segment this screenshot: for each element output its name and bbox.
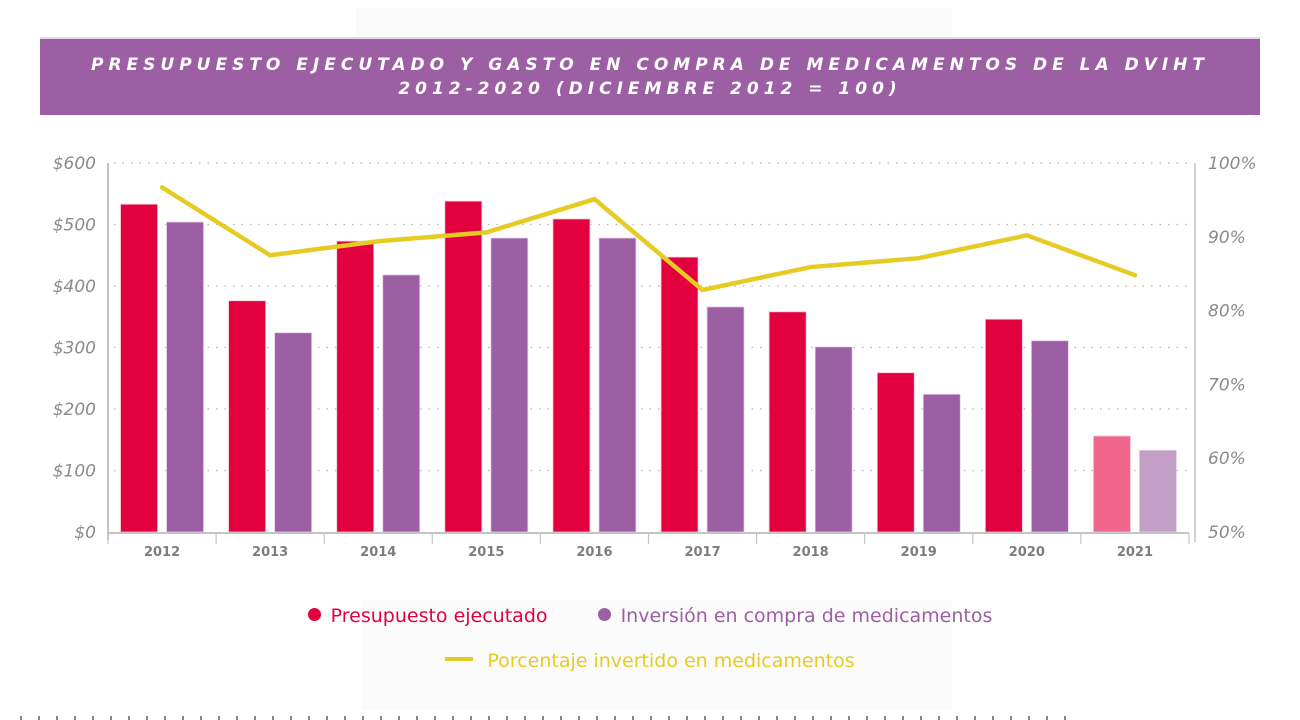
right-y-tick-label: 50% (1208, 523, 1246, 543)
legend-line-porcentaje-icon (445, 657, 474, 661)
legend-dot-presupuesto-icon (307, 608, 321, 621)
bar-inversion-2017 (706, 306, 745, 533)
right-y-tick-label: 90% (1208, 228, 1246, 248)
chart-title-line-2: 2012-2020 (DICIEMBRE 2012 = 100) (398, 79, 902, 99)
legend-label-inversion: Inversión en compra de medicamentos (620, 605, 993, 627)
bar-series (120, 200, 1177, 533)
bar-inversion-2020 (1030, 340, 1069, 533)
left-y-axis-labels: $0 $100 $200 $300 $400 $500 $600 (53, 154, 96, 543)
legend-dot-inversion-icon (597, 608, 611, 621)
background-watermark (362, 600, 952, 710)
bar-presupuesto-2019 (876, 372, 915, 533)
chart-plot-area: $0 $100 $200 $300 $400 $500 $600 50% 60% 70% 80% 9… (53, 154, 1257, 560)
x-tick-label: 2017 (684, 545, 720, 560)
bar-presupuesto-2020 (984, 318, 1023, 533)
x-tick-label: 2015 (468, 545, 504, 560)
legend-label-porcentaje: Porcentaje invertido en medicamentos (487, 650, 855, 672)
right-y-tick-label: 100% (1208, 154, 1257, 174)
bar-presupuesto-2013 (228, 300, 267, 533)
bar-presupuesto-2018 (768, 311, 807, 533)
bar-presupuesto-2021 (1093, 435, 1131, 533)
bar-presupuesto-2012 (120, 203, 158, 533)
right-y-tick-label: 60% (1208, 449, 1246, 469)
left-y-tick-label: $400 (53, 277, 96, 297)
left-y-tick-label: $100 (53, 462, 96, 482)
background-watermark (356, 8, 952, 37)
bar-inversion-2016 (598, 237, 637, 533)
chart-title-banner: PRESUPUESTO EJECUTADO Y GASTO EN COMPRA … (40, 37, 1260, 115)
legend-label-presupuesto: Presupuesto ejecutado (330, 605, 548, 627)
x-axis-labels: 2012 2013 2014 2015 2016 2017 2018 2019 2020 2021 (144, 545, 1153, 560)
right-y-tick-label: 70% (1208, 375, 1246, 395)
right-y-tick-label: 80% (1208, 302, 1246, 322)
bar-inversion-2019 (922, 393, 961, 533)
x-tick-label: 2013 (252, 545, 288, 560)
bar-presupuesto-2017 (660, 256, 699, 533)
bar-presupuesto-2014 (336, 240, 375, 533)
legend-item-presupuesto: Presupuesto ejecutado (307, 605, 548, 627)
x-tick-label: 2020 (1009, 545, 1045, 560)
x-tick-label: 2018 (793, 545, 829, 560)
bar-inversion-2021 (1139, 449, 1177, 533)
bar-presupuesto-2016 (552, 218, 591, 533)
x-tick-label: 2016 (576, 545, 612, 560)
legend-row-line: Porcentaje invertido en medicamentos (0, 650, 1300, 672)
legend-item-inversion: Inversión en compra de medicamentos (597, 605, 993, 627)
bar-inversion-2013 (274, 332, 313, 533)
left-y-tick-label: $600 (53, 154, 96, 174)
bar-inversion-2015 (490, 237, 529, 533)
left-y-tick-label: $200 (53, 400, 96, 420)
bar-presupuesto-2015 (444, 200, 483, 533)
bar-inversion-2012 (166, 221, 204, 533)
right-y-axis-labels: 50% 60% 70% 80% 90% 100% (1208, 154, 1257, 543)
left-y-tick-label: $300 (53, 339, 96, 359)
chart-title-line-1: PRESUPUESTO EJECUTADO Y GASTO EN COMPRA … (91, 55, 1209, 75)
cropped-caption-text (20, 716, 1080, 720)
left-y-tick-label: $0 (74, 523, 96, 543)
axes (107, 163, 1196, 544)
bar-inversion-2018 (814, 346, 853, 533)
line-porcentaje (159, 185, 1138, 293)
legend-row-bars: Presupuesto ejecutado Inversión en compr… (0, 605, 1300, 627)
left-y-tick-label: $500 (53, 216, 96, 236)
x-tick-label: 2014 (360, 545, 396, 560)
legend-item-porcentaje: Porcentaje invertido en medicamentos (445, 650, 855, 672)
x-tick-label: 2012 (144, 545, 180, 560)
bar-inversion-2014 (382, 274, 421, 533)
x-tick-label: 2021 (1117, 545, 1153, 560)
x-tick-label: 2019 (901, 545, 937, 560)
percentage-line-series (159, 185, 1138, 293)
